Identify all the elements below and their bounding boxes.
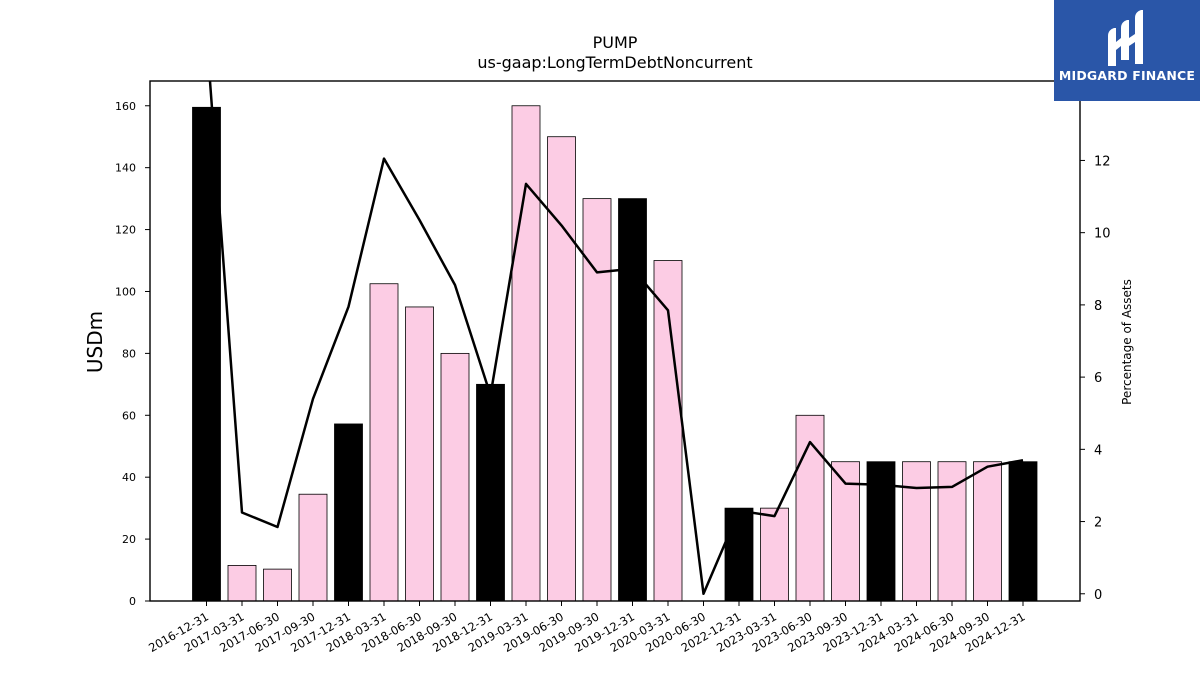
bar [582, 198, 612, 602]
logo-text: MIDGARD FINANCE [1058, 68, 1196, 83]
y-tick-label: 140 [115, 162, 136, 175]
bar [298, 493, 328, 602]
plot-frame [149, 80, 1081, 602]
y-tick-label: 40 [122, 471, 136, 484]
bar [192, 106, 221, 602]
y-tick-label: 100 [115, 285, 136, 298]
y2-tick-label: 2 [1094, 516, 1102, 531]
bar [405, 306, 434, 602]
midgard-finance-logo: MIDGARD FINANCE [1054, 0, 1200, 101]
bar [760, 507, 789, 602]
bar [866, 461, 896, 602]
bar [1008, 461, 1038, 602]
bar [476, 383, 505, 602]
y2-tick-label: 8 [1094, 299, 1102, 314]
bar [724, 507, 754, 602]
y-tick-label: 160 [115, 100, 136, 113]
y-tick-label: 80 [122, 347, 136, 360]
line-path [208, 81, 1024, 596]
y-axis-label: USDm [83, 311, 107, 373]
bar [973, 461, 1002, 602]
y2-tick-label: 12 [1094, 154, 1111, 169]
y-tick-label: 20 [122, 533, 136, 546]
y2-axis-label: Percentage of Assets [1120, 279, 1134, 405]
y-tick-label: 120 [115, 224, 136, 237]
y-tick-label: 60 [122, 409, 136, 422]
y2-tick-label: 6 [1094, 371, 1102, 386]
bar [618, 198, 647, 602]
bar [511, 105, 541, 602]
bar [547, 136, 576, 602]
y-tick-label: 0 [129, 595, 136, 608]
bar [263, 568, 292, 602]
y2-tick-label: 0 [1094, 588, 1102, 603]
bar [937, 461, 967, 602]
bar [795, 414, 825, 602]
chart-title: PUMP [593, 33, 638, 52]
bar-series [192, 105, 1038, 602]
chart-subtitle: us-gaap:LongTermDebtNoncurrent [477, 53, 752, 72]
y2-tick-label: 10 [1094, 227, 1111, 242]
bar [334, 423, 363, 602]
bar [440, 352, 470, 602]
bar [369, 283, 399, 602]
bar [227, 565, 257, 602]
bar [902, 461, 931, 602]
midgard-logo-mark-icon [1108, 10, 1143, 66]
line-series [208, 81, 1024, 596]
y2-tick-label: 4 [1094, 443, 1102, 458]
